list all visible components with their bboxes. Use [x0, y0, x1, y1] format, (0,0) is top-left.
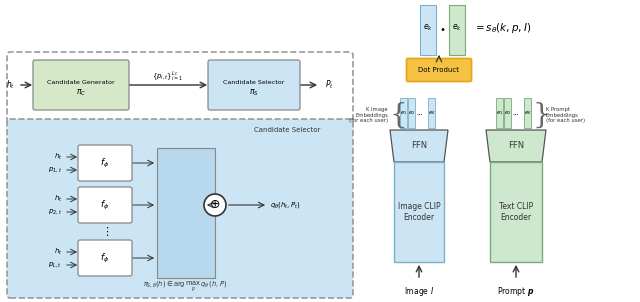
Text: $h_t$: $h_t$	[54, 194, 62, 204]
FancyBboxPatch shape	[408, 98, 415, 128]
Text: $f_\phi$: $f_\phi$	[100, 198, 109, 211]
Text: Text CLIP
Encoder: Text CLIP Encoder	[499, 202, 533, 222]
Text: $e_K$: $e_K$	[524, 109, 531, 117]
Text: $h_t$: $h_t$	[54, 247, 62, 257]
Text: $f_\phi$: $f_\phi$	[100, 156, 109, 169]
FancyBboxPatch shape	[400, 98, 407, 128]
Text: }: }	[533, 101, 551, 128]
FancyBboxPatch shape	[449, 5, 465, 55]
Text: ...: ...	[512, 110, 519, 116]
FancyBboxPatch shape	[208, 60, 300, 110]
Text: $P_t$: $P_t$	[325, 79, 334, 91]
Text: $e_1$: $e_1$	[400, 109, 407, 117]
FancyBboxPatch shape	[7, 52, 353, 123]
Text: $h_t$: $h_t$	[54, 152, 62, 162]
Text: {: {	[390, 101, 408, 128]
Polygon shape	[486, 130, 546, 162]
Text: ...: ...	[416, 110, 423, 116]
FancyBboxPatch shape	[504, 98, 511, 128]
FancyBboxPatch shape	[490, 162, 542, 262]
FancyBboxPatch shape	[394, 162, 444, 262]
Text: $\pi_S$: $\pi_S$	[249, 88, 259, 98]
Text: $h_t$: $h_t$	[6, 79, 15, 91]
Text: Prompt $\boldsymbol{p}$: Prompt $\boldsymbol{p}$	[497, 285, 534, 298]
Text: Candidate Generator: Candidate Generator	[47, 79, 115, 85]
Text: $e_2$: $e_2$	[504, 109, 511, 117]
Polygon shape	[390, 130, 448, 162]
Text: FFN: FFN	[508, 142, 524, 150]
FancyBboxPatch shape	[78, 240, 132, 276]
Text: $\pi_{S,\theta}(h) \in \arg\max_p\, q_\theta(h,P)$: $\pi_{S,\theta}(h) \in \arg\max_p\, q_\t…	[143, 280, 227, 294]
Text: $\pi_C$: $\pi_C$	[76, 88, 86, 98]
Text: Image $\it{I}$: Image $\it{I}$	[404, 285, 434, 298]
FancyBboxPatch shape	[496, 98, 503, 128]
FancyBboxPatch shape	[420, 5, 436, 55]
Text: K Prompt
Embeddings
(for each user): K Prompt Embeddings (for each user)	[546, 107, 585, 123]
Text: $e_k$: $e_k$	[452, 23, 462, 33]
Text: $\vdots$: $\vdots$	[101, 226, 109, 239]
Text: $e_1$: $e_1$	[496, 109, 503, 117]
Text: $e_K$: $e_K$	[428, 109, 435, 117]
Text: $\{p_{i,t}\}_{i=1}^{L_C}$: $\{p_{i,t}\}_{i=1}^{L_C}$	[152, 69, 184, 83]
Text: K Image
Embeddings
(for each user): K Image Embeddings (for each user)	[349, 107, 388, 123]
Text: Image CLIP
Encoder: Image CLIP Encoder	[397, 202, 440, 222]
Text: $e_2$: $e_2$	[408, 109, 415, 117]
Text: $= \boldsymbol{s_\theta}(k, p, I)$: $= \boldsymbol{s_\theta}(k, p, I)$	[473, 21, 531, 35]
Text: Candidate Selector: Candidate Selector	[253, 127, 320, 133]
Text: $q_\theta(h_t, P_t)$: $q_\theta(h_t, P_t)$	[270, 200, 301, 210]
FancyBboxPatch shape	[78, 187, 132, 223]
Text: $\bullet$: $\bullet$	[439, 23, 445, 33]
Text: FFN: FFN	[411, 142, 427, 150]
Text: $p_{L,t}$: $p_{L,t}$	[48, 261, 62, 269]
FancyBboxPatch shape	[7, 119, 353, 298]
Text: $f_\phi$: $f_\phi$	[100, 252, 109, 265]
Text: $p_{2,t}$: $p_{2,t}$	[48, 207, 62, 217]
Text: $p_{1,t}$: $p_{1,t}$	[48, 165, 62, 175]
FancyBboxPatch shape	[157, 148, 215, 278]
FancyBboxPatch shape	[33, 60, 129, 110]
Circle shape	[204, 194, 226, 216]
Text: Dot Product: Dot Product	[419, 67, 460, 73]
Text: Candidate Selector: Candidate Selector	[223, 79, 285, 85]
FancyBboxPatch shape	[524, 98, 531, 128]
Text: $\oplus$: $\oplus$	[209, 198, 221, 211]
FancyBboxPatch shape	[406, 59, 472, 82]
FancyBboxPatch shape	[428, 98, 435, 128]
FancyBboxPatch shape	[78, 145, 132, 181]
Text: $e_k$: $e_k$	[423, 23, 433, 33]
